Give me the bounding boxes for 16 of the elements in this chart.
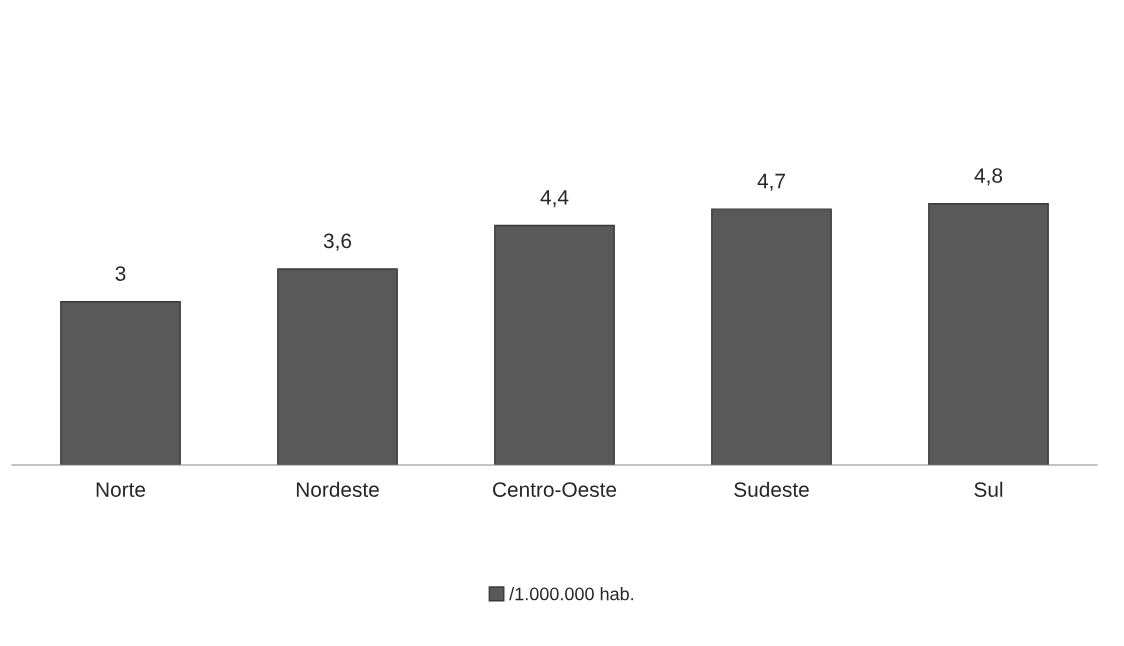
- data-label: 4,7: [757, 173, 785, 191]
- data-label: 4,4: [540, 190, 569, 208]
- data-label: 4,8: [974, 168, 1003, 186]
- bar: [711, 208, 832, 465]
- bar: [494, 224, 615, 465]
- bar: [928, 203, 1049, 465]
- bar: [60, 300, 181, 465]
- x-tick-label: Sudeste: [734, 481, 809, 497]
- legend-label: /1.000.000 hab.: [509, 587, 634, 601]
- x-tick-label: Norte: [96, 482, 146, 497]
- x-tick-label: Centro-Oeste: [493, 482, 617, 497]
- x-tick-label: Sul: [974, 481, 1003, 497]
- x-tick-label: Nordeste: [296, 481, 379, 497]
- data-label: 3: [115, 266, 126, 281]
- bar: [277, 268, 398, 465]
- data-label: 3,6: [323, 233, 352, 251]
